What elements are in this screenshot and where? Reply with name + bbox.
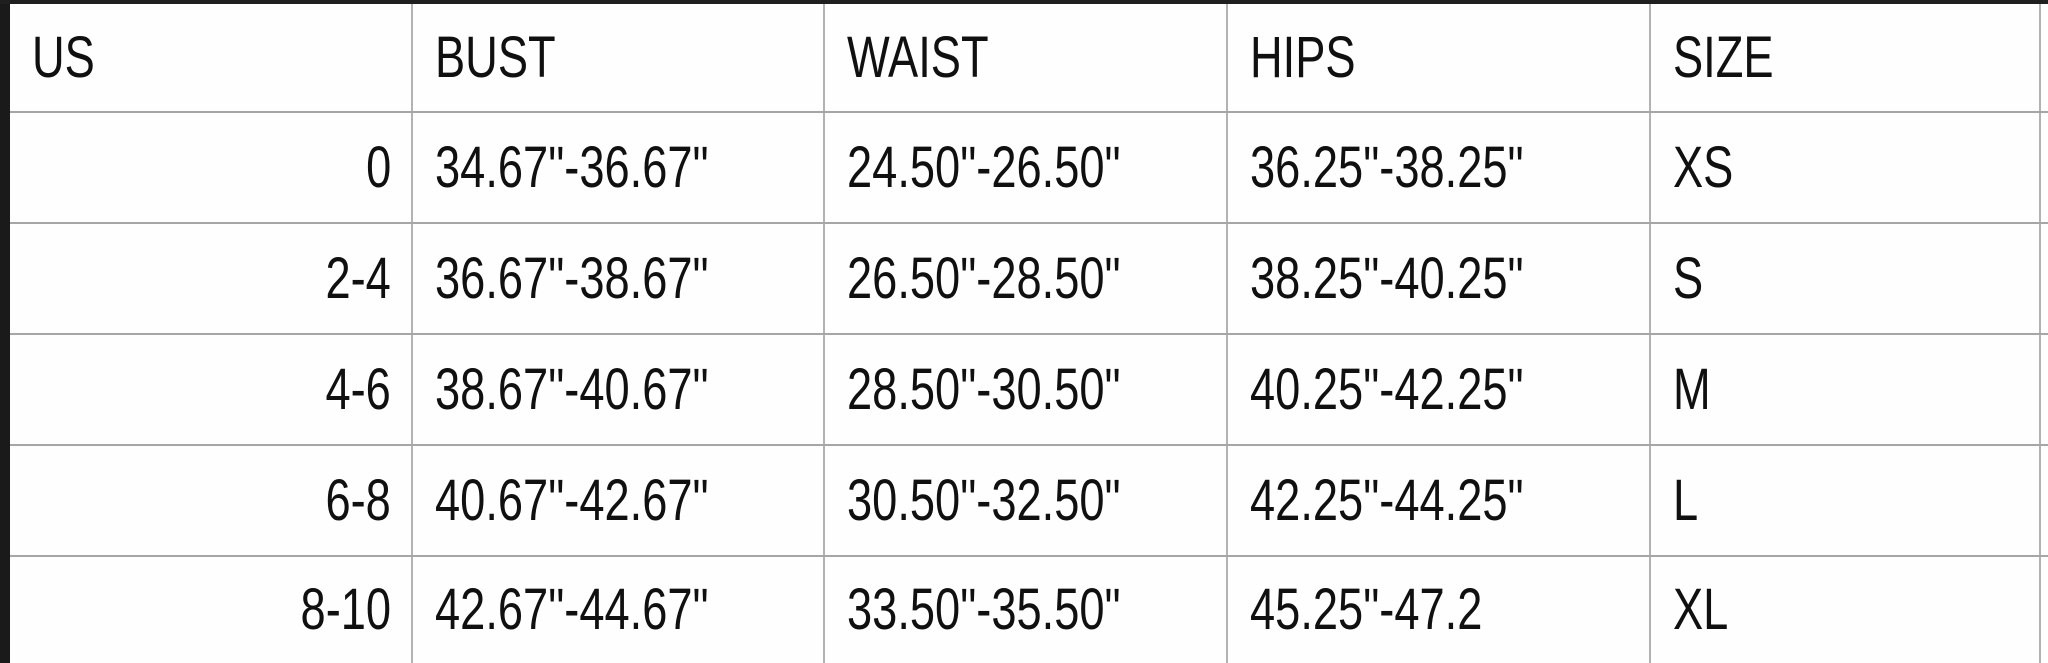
bust-value: 38.67"-40.67" xyxy=(435,356,709,422)
cell-waist: 33.50"-35.50" xyxy=(825,557,1228,663)
cell-hips: 42.25"-44.25" xyxy=(1228,446,1651,555)
table-row: 4-6 38.67"-40.67" 28.50"-30.50" 40.25"-4… xyxy=(10,335,2048,446)
header-cell-bust: BUST xyxy=(413,4,825,111)
header-cell-hips: HIPS xyxy=(1228,4,1651,111)
column-header-hips: HIPS xyxy=(1250,24,1356,90)
table-row: 0 34.67"-36.67" 24.50"-26.50" 36.25"-38.… xyxy=(10,113,2048,224)
hips-value: 45.25"-47.2 xyxy=(1250,577,1483,642)
bust-value: 34.67"-36.67" xyxy=(435,134,709,200)
top-edge-line xyxy=(0,0,2048,4)
cell-size: S xyxy=(1651,224,2041,333)
column-header-us: US xyxy=(32,24,95,90)
cell-us: 0 xyxy=(10,113,413,222)
cell-waist: 28.50"-30.50" xyxy=(825,335,1228,444)
cell-waist: 24.50"-26.50" xyxy=(825,113,1228,222)
cell-size: L xyxy=(1651,446,2041,555)
cell-hips: 45.25"-47.2 xyxy=(1228,557,1651,663)
left-edge-bar xyxy=(0,0,10,663)
column-header-bust: BUST xyxy=(435,24,556,90)
cell-waist: 30.50"-32.50" xyxy=(825,446,1228,555)
cell-size: XL xyxy=(1651,557,2041,663)
cell-bust: 40.67"-42.67" xyxy=(413,446,825,555)
cell-bust: 38.67"-40.67" xyxy=(413,335,825,444)
column-header-waist: WAIST xyxy=(847,24,989,90)
cell-us: 4-6 xyxy=(10,335,413,444)
size-value: M xyxy=(1673,356,1711,422)
header-cell-us: US xyxy=(10,4,413,111)
waist-value: 24.50"-26.50" xyxy=(847,134,1121,200)
table-row: 8-10 42.67"-44.67" 33.50"-35.50" 45.25"-… xyxy=(10,557,2048,663)
cell-waist: 26.50"-28.50" xyxy=(825,224,1228,333)
table-row: 2-4 36.67"-38.67" 26.50"-28.50" 38.25"-4… xyxy=(10,224,2048,335)
cell-size: XS xyxy=(1651,113,2041,222)
cell-size: M xyxy=(1651,335,2041,444)
table-row: 6-8 40.67"-42.67" 30.50"-32.50" 42.25"-4… xyxy=(10,446,2048,557)
waist-value: 33.50"-35.50" xyxy=(847,577,1121,642)
waist-value: 30.50"-32.50" xyxy=(847,467,1121,533)
size-value: S xyxy=(1673,245,1704,311)
table-header-row: US BUST WAIST HIPS SIZE xyxy=(10,4,2048,113)
cell-hips: 40.25"-42.25" xyxy=(1228,335,1651,444)
hips-value: 40.25"-42.25" xyxy=(1250,356,1524,422)
size-value: L xyxy=(1673,467,1699,533)
column-header-size: SIZE xyxy=(1673,24,1774,90)
cell-bust: 42.67"-44.67" xyxy=(413,557,825,663)
hips-value: 38.25"-40.25" xyxy=(1250,245,1524,311)
cell-us: 2-4 xyxy=(10,224,413,333)
cell-hips: 38.25"-40.25" xyxy=(1228,224,1651,333)
bust-value: 40.67"-42.67" xyxy=(435,467,709,533)
cell-bust: 36.67"-38.67" xyxy=(413,224,825,333)
header-cell-waist: WAIST xyxy=(825,4,1228,111)
size-value: XL xyxy=(1673,577,1729,642)
cell-hips: 36.25"-38.25" xyxy=(1228,113,1651,222)
waist-value: 26.50"-28.50" xyxy=(847,245,1121,311)
header-cell-size: SIZE xyxy=(1651,4,2041,111)
size-chart-table: US BUST WAIST HIPS SIZE 0 34.67"-36.67" … xyxy=(10,4,2048,663)
cell-us: 6-8 xyxy=(10,446,413,555)
us-value: 0 xyxy=(365,134,391,200)
us-value: 6-8 xyxy=(325,467,391,533)
hips-value: 42.25"-44.25" xyxy=(1250,467,1524,533)
cell-us: 8-10 xyxy=(10,557,413,663)
bust-value: 36.67"-38.67" xyxy=(435,245,709,311)
cell-bust: 34.67"-36.67" xyxy=(413,113,825,222)
us-value: 2-4 xyxy=(325,245,391,311)
size-value: XS xyxy=(1673,134,1734,200)
bust-value: 42.67"-44.67" xyxy=(435,577,709,642)
us-value: 4-6 xyxy=(325,356,391,422)
hips-value: 36.25"-38.25" xyxy=(1250,134,1524,200)
us-value: 8-10 xyxy=(300,577,391,642)
waist-value: 28.50"-30.50" xyxy=(847,356,1121,422)
